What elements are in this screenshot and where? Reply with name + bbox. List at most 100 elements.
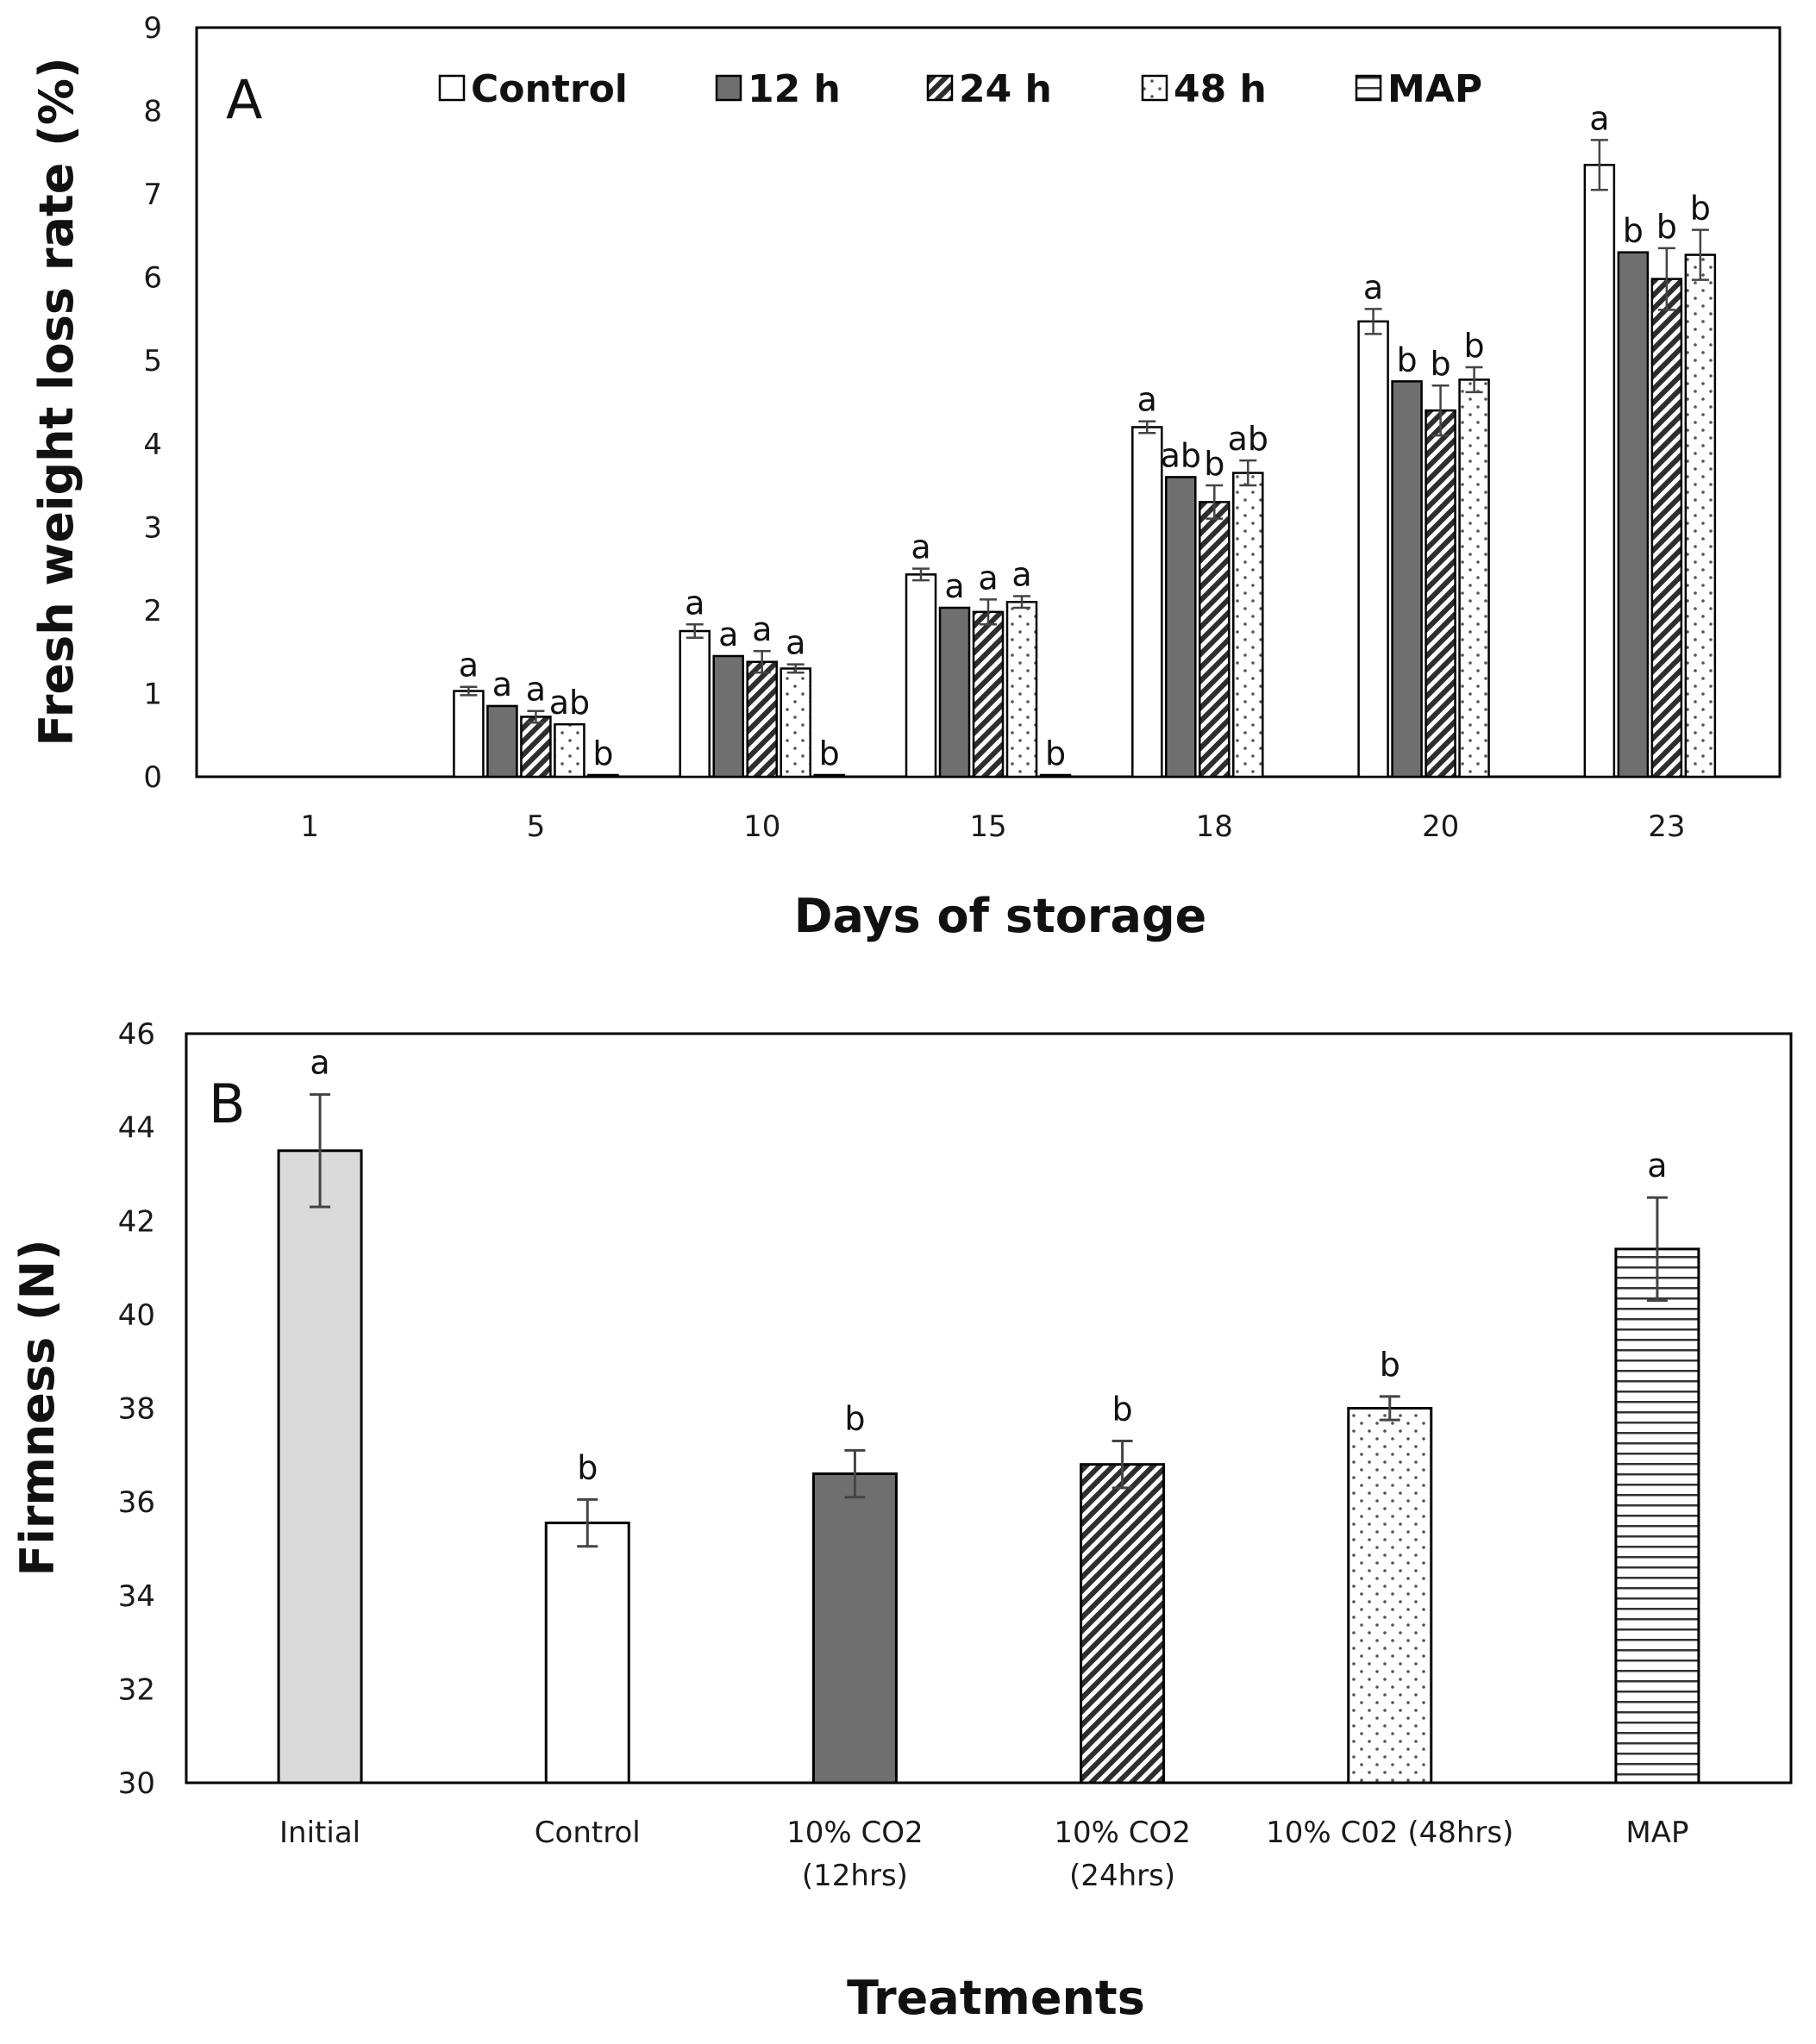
panel-b-label: B — [209, 1072, 246, 1135]
significance-letter: a — [752, 610, 772, 648]
x-tick-label: 15 — [969, 809, 1006, 844]
panel-a-label: A — [226, 68, 262, 131]
significance-letter: b — [1464, 327, 1485, 365]
significance-letter: b — [1112, 1391, 1133, 1428]
bar — [1391, 380, 1423, 778]
bar — [905, 573, 937, 778]
significance-letter: ab — [549, 684, 590, 722]
significance-letter: b — [1397, 341, 1418, 378]
x-tick-label: (24hrs) — [1069, 1859, 1175, 1893]
significance-letter: b — [1690, 190, 1711, 228]
panel-a-x-axis-title: Days of storage — [794, 889, 1207, 943]
bar — [972, 610, 1005, 778]
significance-letter: a — [1647, 1147, 1667, 1185]
y-tick-label: 9 — [143, 11, 162, 46]
y-tick-label: 0 — [143, 760, 162, 795]
bar — [1347, 1407, 1433, 1785]
x-tick-label: 23 — [1648, 809, 1685, 844]
legend-label: 12 h — [748, 67, 841, 111]
significance-letter: b — [819, 734, 840, 772]
bar — [1005, 600, 1038, 778]
significance-letter: a — [1589, 99, 1609, 137]
significance-letter: b — [1380, 1346, 1400, 1384]
bar — [1650, 278, 1683, 778]
y-tick-label: 44 — [118, 1111, 155, 1146]
bar — [1684, 253, 1717, 778]
x-tick-label: 1 — [300, 809, 319, 844]
x-tick-label: 10% CO2 — [1054, 1816, 1191, 1850]
significance-letter: a — [786, 624, 805, 662]
legend-swatch — [926, 74, 954, 102]
bar — [1614, 1247, 1700, 1785]
significance-letter: a — [1137, 381, 1157, 419]
y-tick-label: 34 — [118, 1579, 155, 1614]
bar — [554, 722, 586, 778]
panel-b-chart: B 30 32 34 36 38 40 42 44 46 Initial Control 10% C… — [10, 1017, 1793, 2025]
x-tick-label: MAP — [1625, 1816, 1688, 1850]
bar — [1458, 378, 1490, 778]
bar — [1199, 501, 1230, 778]
y-tick-label: 32 — [118, 1672, 155, 1707]
significance-letter: ab — [1228, 420, 1268, 458]
y-tick-label: 2 — [143, 594, 162, 628]
bar — [1165, 476, 1197, 778]
bar — [486, 704, 518, 778]
y-tick-label: 38 — [118, 1392, 155, 1427]
x-tick-label: 20 — [1422, 809, 1459, 844]
bar — [1080, 1463, 1166, 1785]
bar — [780, 667, 811, 778]
bar — [453, 690, 485, 778]
bar — [520, 716, 552, 778]
significance-letter: a — [718, 616, 738, 653]
bar — [544, 1522, 630, 1785]
bar — [1583, 164, 1616, 778]
bar — [1357, 320, 1389, 778]
x-tick-label: 5 — [527, 809, 546, 844]
significance-letter: b — [1204, 445, 1224, 483]
panel-b-plot-frame — [185, 1032, 1793, 1785]
y-tick-label: 36 — [118, 1485, 155, 1520]
legend-label: MAP — [1387, 67, 1482, 111]
bar — [277, 1149, 363, 1785]
x-tick-label: 10% CO2 — [786, 1816, 924, 1850]
legend-label: 48 h — [1174, 67, 1267, 111]
bar — [712, 654, 744, 778]
bar — [811, 1472, 898, 1785]
x-tick-label: 10 — [743, 809, 780, 844]
significance-letter: a — [944, 567, 964, 605]
bar — [938, 606, 971, 778]
bar — [1425, 409, 1456, 778]
significance-letter: a — [1363, 268, 1383, 306]
legend-swatch — [715, 74, 742, 102]
panel-a-y-axis-title: Fresh weight loss rate (%) — [29, 57, 84, 746]
significance-letter: b — [577, 1448, 598, 1486]
panel-a-legend: Control 12 h 24 h 48 h MAP — [438, 67, 1482, 111]
x-tick-label: 18 — [1196, 809, 1233, 844]
x-tick-label: 10% C02 (48hrs) — [1266, 1816, 1513, 1850]
y-tick-label: 30 — [118, 1766, 155, 1801]
panel-b-x-axis-title: Treatments — [847, 1971, 1145, 2025]
significance-letter: a — [685, 584, 704, 622]
y-tick-label: 6 — [143, 261, 162, 296]
significance-letter: a — [978, 559, 998, 597]
y-tick-label: 7 — [143, 178, 162, 212]
significance-letter: a — [492, 666, 512, 703]
x-tick-label: Initial — [279, 1816, 360, 1850]
x-tick-label: Control — [535, 1816, 641, 1850]
y-tick-label: 8 — [143, 95, 162, 129]
y-tick-label: 3 — [143, 510, 162, 545]
y-tick-label: 46 — [118, 1017, 155, 1052]
bar — [1131, 426, 1163, 778]
significance-letter: a — [1011, 555, 1031, 593]
bar — [1039, 773, 1072, 778]
legend-swatch — [1141, 74, 1168, 102]
panel-b-y-axis-title: Firmness (N) — [10, 1240, 65, 1577]
significance-letter: a — [526, 671, 546, 709]
significance-letter: ab — [1161, 436, 1201, 474]
x-tick-label: (12hrs) — [802, 1859, 908, 1893]
significance-letter: b — [592, 734, 613, 772]
y-tick-label: 40 — [118, 1298, 155, 1333]
bar — [1617, 251, 1650, 778]
bar — [679, 629, 711, 778]
